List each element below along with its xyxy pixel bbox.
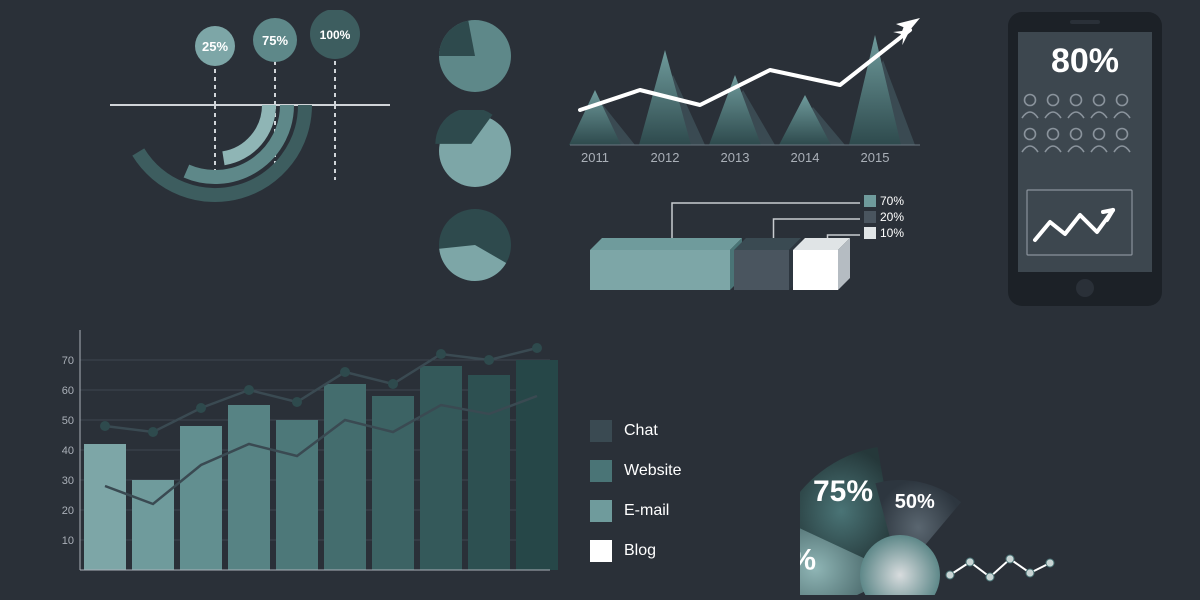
combo-bars — [84, 360, 558, 570]
bars3d-labels: 70% 20% 10% — [864, 195, 904, 240]
svg-text:60: 60 — [62, 385, 74, 397]
bars3d-label: 20% — [880, 210, 904, 224]
lollipop-label-2: 100% — [320, 28, 351, 42]
bars3d-brackets — [672, 203, 860, 238]
legend-row: E-mail — [590, 500, 750, 522]
year-label: 2015 — [861, 150, 890, 165]
lollipop-label-0: 25% — [202, 39, 228, 54]
pie-0 — [434, 15, 516, 96]
fan-segments: 100% 75% 50% — [800, 447, 1054, 595]
phone-stat: 80% — [1051, 42, 1119, 80]
lollipop-label-1: 75% — [262, 33, 288, 48]
legend: Chat Website E-mail Blog — [590, 420, 750, 590]
legend-swatch — [590, 540, 612, 562]
phone-home-button — [1076, 279, 1094, 297]
legend-label: Chat — [624, 422, 658, 440]
svg-text:70: 70 — [62, 355, 74, 367]
lollipop-radial-chart: 25% 75% 100% — [90, 10, 410, 270]
svg-text:50: 50 — [62, 415, 74, 427]
pie-1 — [434, 110, 516, 191]
bars3d-svg: 70% 20% 10% — [580, 195, 950, 305]
fan-chart: 100% 75% 50% — [800, 345, 1180, 595]
year-label: 2014 — [791, 150, 820, 165]
combo-chart: 10 20 30 40 50 60 70 — [50, 320, 560, 590]
mountain-chart: 2011 2012 2013 2014 2015 — [560, 10, 930, 170]
year-label: 2013 — [721, 150, 750, 165]
pie-2 — [434, 204, 516, 285]
pie-stack — [420, 15, 530, 285]
legend-swatch — [590, 500, 612, 522]
svg-text:30: 30 — [62, 475, 74, 487]
fan-label: 100% — [800, 544, 816, 577]
fan-svg: 100% 75% 50% — [800, 345, 1180, 595]
year-label: 2011 — [581, 150, 609, 165]
bars3d-label: 70% — [880, 195, 904, 208]
phone-widget: 80% — [1000, 10, 1170, 310]
legend-swatch — [590, 420, 612, 442]
mountain-years: 2011 2012 2013 2014 2015 — [581, 150, 889, 165]
legend-swatch — [590, 460, 612, 482]
svg-text:20: 20 — [62, 505, 74, 517]
legend-label: Website — [624, 462, 682, 480]
phone-svg: 80% — [1000, 10, 1170, 310]
bars3d-label: 10% — [880, 226, 904, 240]
legend-label: E-mail — [624, 502, 669, 520]
svg-text:10: 10 — [62, 535, 74, 547]
mountain-svg: 2011 2012 2013 2014 2015 — [560, 10, 930, 170]
combo-svg: 10 20 30 40 50 60 70 — [50, 320, 560, 590]
bars3d-segments — [590, 238, 850, 290]
legend-label: Blog — [624, 542, 656, 560]
legend-row: Blog — [590, 540, 750, 562]
lollipop-svg: 25% 75% 100% — [90, 10, 410, 270]
legend-row: Chat — [590, 420, 750, 442]
legend-row: Website — [590, 460, 750, 482]
year-label: 2012 — [651, 150, 680, 165]
phone-speaker — [1070, 20, 1100, 24]
lollipop-bubbles: 25% 75% 100% — [195, 10, 360, 66]
fan-label: 75% — [813, 475, 873, 508]
radial-arcs — [138, 105, 305, 195]
fan-label: 50% — [895, 491, 935, 513]
svg-text:40: 40 — [62, 445, 74, 457]
bars3d-chart: 70% 20% 10% — [580, 195, 950, 305]
